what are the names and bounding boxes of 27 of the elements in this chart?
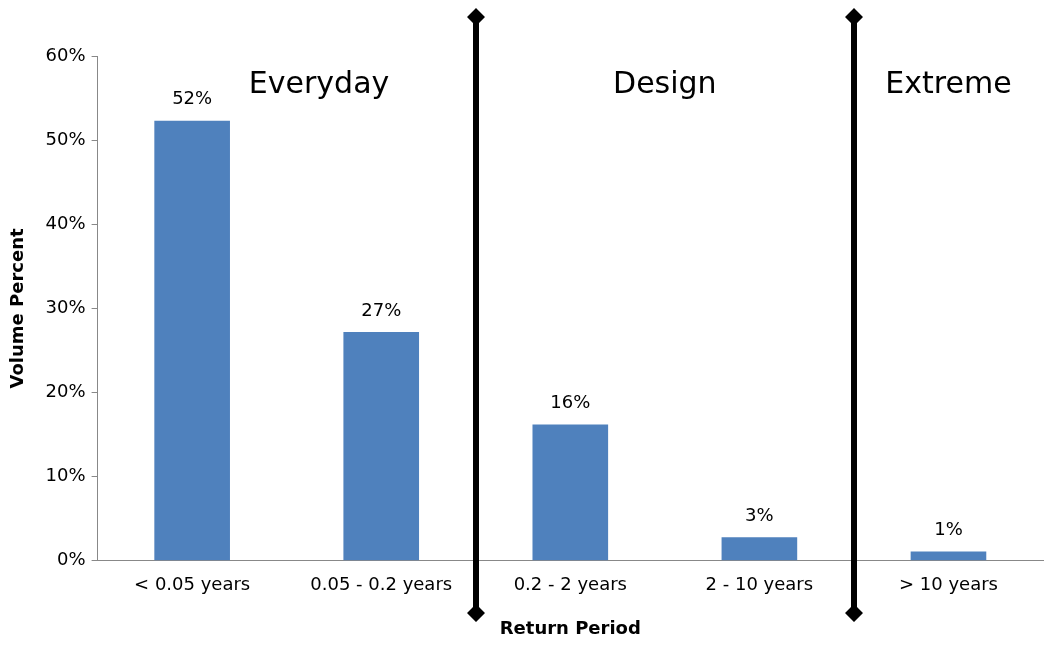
- x-tick-label: 0.2 - 2 years: [513, 573, 627, 595]
- x-tick-label: < 0.05 years: [134, 573, 251, 595]
- x-tick-label: > 10 years: [898, 573, 998, 595]
- annotation: Design: [613, 64, 717, 100]
- data-label: 16%: [550, 391, 591, 413]
- y-tick-label: 50%: [45, 127, 86, 149]
- bar: [910, 551, 987, 561]
- y-tick-label: 40%: [45, 211, 86, 233]
- bar: [154, 120, 230, 561]
- annotation: Extreme: [885, 64, 1012, 100]
- x-tick-label: 2 - 10 years: [705, 573, 814, 595]
- x-tick-label: 0.05 - 0.2 years: [310, 573, 453, 595]
- bar: [343, 331, 420, 561]
- y-tick-label: 60%: [45, 43, 86, 65]
- y-tick-label: 30%: [45, 296, 86, 318]
- y-axis-title: Volume Percent: [6, 227, 28, 389]
- data-label: 27%: [361, 298, 402, 320]
- data-label: 52%: [172, 87, 213, 109]
- bar: [532, 424, 609, 561]
- x-axis-title: Return Period: [499, 616, 641, 638]
- data-label: 1%: [934, 518, 963, 540]
- bar: [721, 537, 798, 561]
- y-tick-label: 0%: [57, 548, 86, 570]
- y-tick-label: 20%: [45, 380, 86, 402]
- data-label: 3%: [745, 503, 774, 525]
- y-tick-label: 10%: [45, 464, 86, 486]
- annotation: Everyday: [248, 64, 390, 100]
